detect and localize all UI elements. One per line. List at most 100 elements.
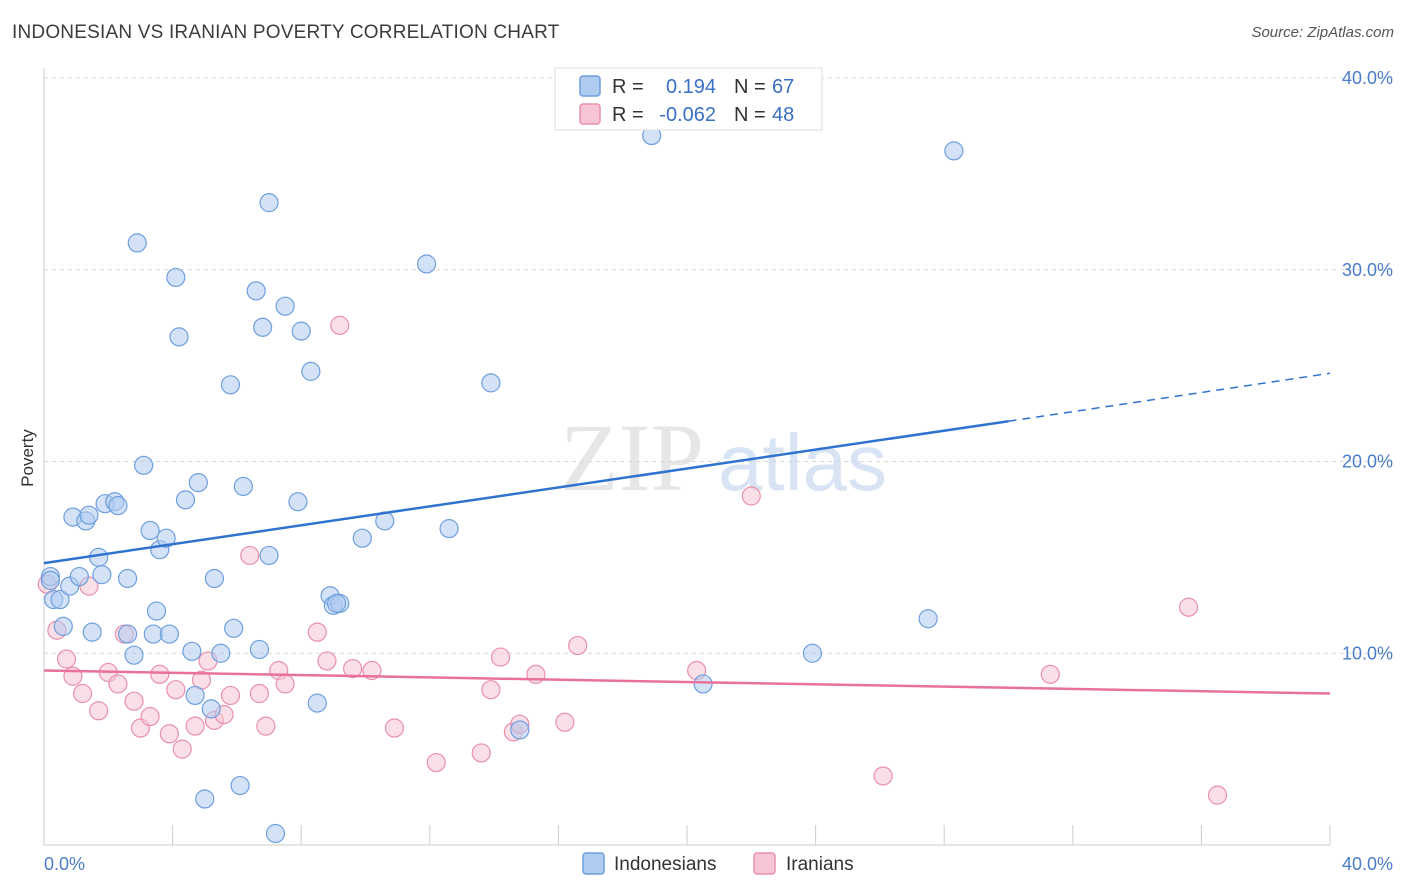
- iranians-point: [108, 674, 128, 694]
- iranians-point: [172, 739, 192, 759]
- iranians-point: [471, 743, 491, 763]
- legend-r-value-2: -0.062: [659, 104, 716, 126]
- bottom-legend-swatch-indonesians: [582, 852, 605, 875]
- legend-r-label-2: R =: [612, 104, 644, 126]
- iranians-point: [256, 716, 276, 736]
- indonesians-point: [89, 547, 109, 567]
- indonesians-point: [291, 321, 311, 341]
- trend-lines: [43, 372, 1331, 695]
- indonesians-point: [224, 618, 244, 638]
- iranians-point: [330, 315, 350, 335]
- iranians-point: [307, 622, 327, 642]
- legend-n-label-2: N =: [734, 104, 766, 126]
- iranians-point: [240, 545, 260, 566]
- x-tick-label-min: 0.0%: [44, 854, 85, 874]
- indonesians-point: [117, 568, 138, 589]
- indonesians-point: [143, 624, 163, 644]
- iranians-point: [555, 712, 575, 732]
- indonesians-point: [220, 375, 241, 395]
- indonesians-point: [117, 624, 138, 644]
- iranians-point: [362, 660, 382, 681]
- iranians-point: [166, 680, 186, 700]
- indonesians-point: [156, 528, 176, 548]
- source-label: Source: ZipAtlas.com: [1251, 24, 1394, 41]
- indonesians-trend-line: [43, 419, 1009, 565]
- iranians-point: [1178, 597, 1199, 617]
- indonesians-point: [127, 233, 147, 253]
- y-tick-label: 20.0%: [1342, 452, 1393, 472]
- indonesians-point: [288, 492, 308, 512]
- watermark-zip: ZIP: [560, 404, 704, 511]
- legend-n-label-1: N =: [734, 76, 766, 98]
- iranians-point: [481, 680, 501, 700]
- iranians-point: [275, 674, 295, 694]
- indonesians-point: [230, 775, 250, 796]
- x-tick-label-max: 40.0%: [1342, 854, 1393, 874]
- indonesians-point: [693, 674, 713, 694]
- iranians-point: [490, 647, 511, 667]
- indonesians-point: [944, 141, 964, 161]
- iranians-point: [873, 766, 893, 786]
- indonesians-point: [159, 624, 179, 644]
- y-tick-labels: 10.0% 20.0% 30.0% 40.0%: [1342, 68, 1393, 663]
- indonesians-point: [275, 296, 295, 316]
- legend-r-value-1: 0.194: [666, 76, 716, 98]
- iranians-point: [124, 691, 144, 711]
- indonesians-point: [301, 361, 321, 381]
- iranians-point: [140, 706, 160, 727]
- iranians-point: [343, 658, 363, 679]
- legend-swatch-iranians: [579, 103, 601, 125]
- chart-title: INDONESIAN VS IRANIAN POVERTY CORRELATIO…: [12, 22, 560, 43]
- legend-n-value-1: 67: [772, 76, 794, 98]
- indonesians-point: [195, 789, 215, 809]
- bottom-legend: Indonesians Iranians: [582, 852, 854, 875]
- indonesians-point: [233, 476, 253, 497]
- iranians-point: [384, 718, 405, 738]
- indonesians-point: [175, 490, 196, 510]
- legend-swatch-indonesians: [579, 75, 601, 97]
- indonesians-point: [326, 593, 347, 613]
- iranians-point: [89, 701, 109, 721]
- y-tick-label: 10.0%: [1342, 643, 1393, 663]
- indonesians-point: [201, 699, 221, 719]
- iranians-point: [317, 651, 337, 671]
- indonesians-point: [246, 281, 266, 301]
- iranians-point: [249, 683, 270, 704]
- iranians-point: [220, 685, 241, 706]
- indonesians-trend-extension: [1008, 372, 1331, 422]
- indonesians-point: [124, 645, 144, 665]
- iranians-points: [37, 315, 1228, 805]
- indonesians-point: [53, 616, 73, 637]
- indonesians-point: [82, 622, 102, 642]
- y-axis-label: Poverty: [18, 429, 37, 487]
- grid-lines: [44, 77, 1393, 654]
- bottom-legend-swatch-iranians: [753, 852, 776, 875]
- indonesians-point: [510, 720, 530, 740]
- legend-r-label-1: R =: [612, 76, 644, 98]
- iranians-point: [150, 664, 170, 684]
- iranians-trend-line: [43, 669, 1331, 695]
- indonesians-point: [249, 639, 270, 660]
- indonesians-point: [352, 528, 372, 548]
- indonesians-point: [204, 568, 224, 589]
- indonesians-point: [259, 193, 279, 213]
- iranians-point: [1207, 785, 1228, 805]
- y-tick-label: 30.0%: [1342, 260, 1393, 280]
- indonesians-points: [40, 125, 964, 844]
- indonesians-point: [918, 609, 938, 629]
- indonesians-point: [481, 373, 501, 393]
- y-tick-label: 40.0%: [1342, 68, 1393, 88]
- indonesians-point: [253, 317, 273, 337]
- indonesians-point: [69, 566, 89, 587]
- iranians-point: [159, 724, 179, 744]
- indonesians-point: [211, 643, 231, 663]
- iranians-point: [568, 635, 588, 656]
- indonesians-point: [50, 589, 70, 610]
- iranians-point: [741, 486, 761, 506]
- indonesians-point: [188, 472, 208, 493]
- indonesians-point: [146, 601, 167, 621]
- iranians-point: [56, 649, 77, 669]
- indonesians-point: [40, 570, 61, 590]
- indonesians-point: [802, 643, 822, 663]
